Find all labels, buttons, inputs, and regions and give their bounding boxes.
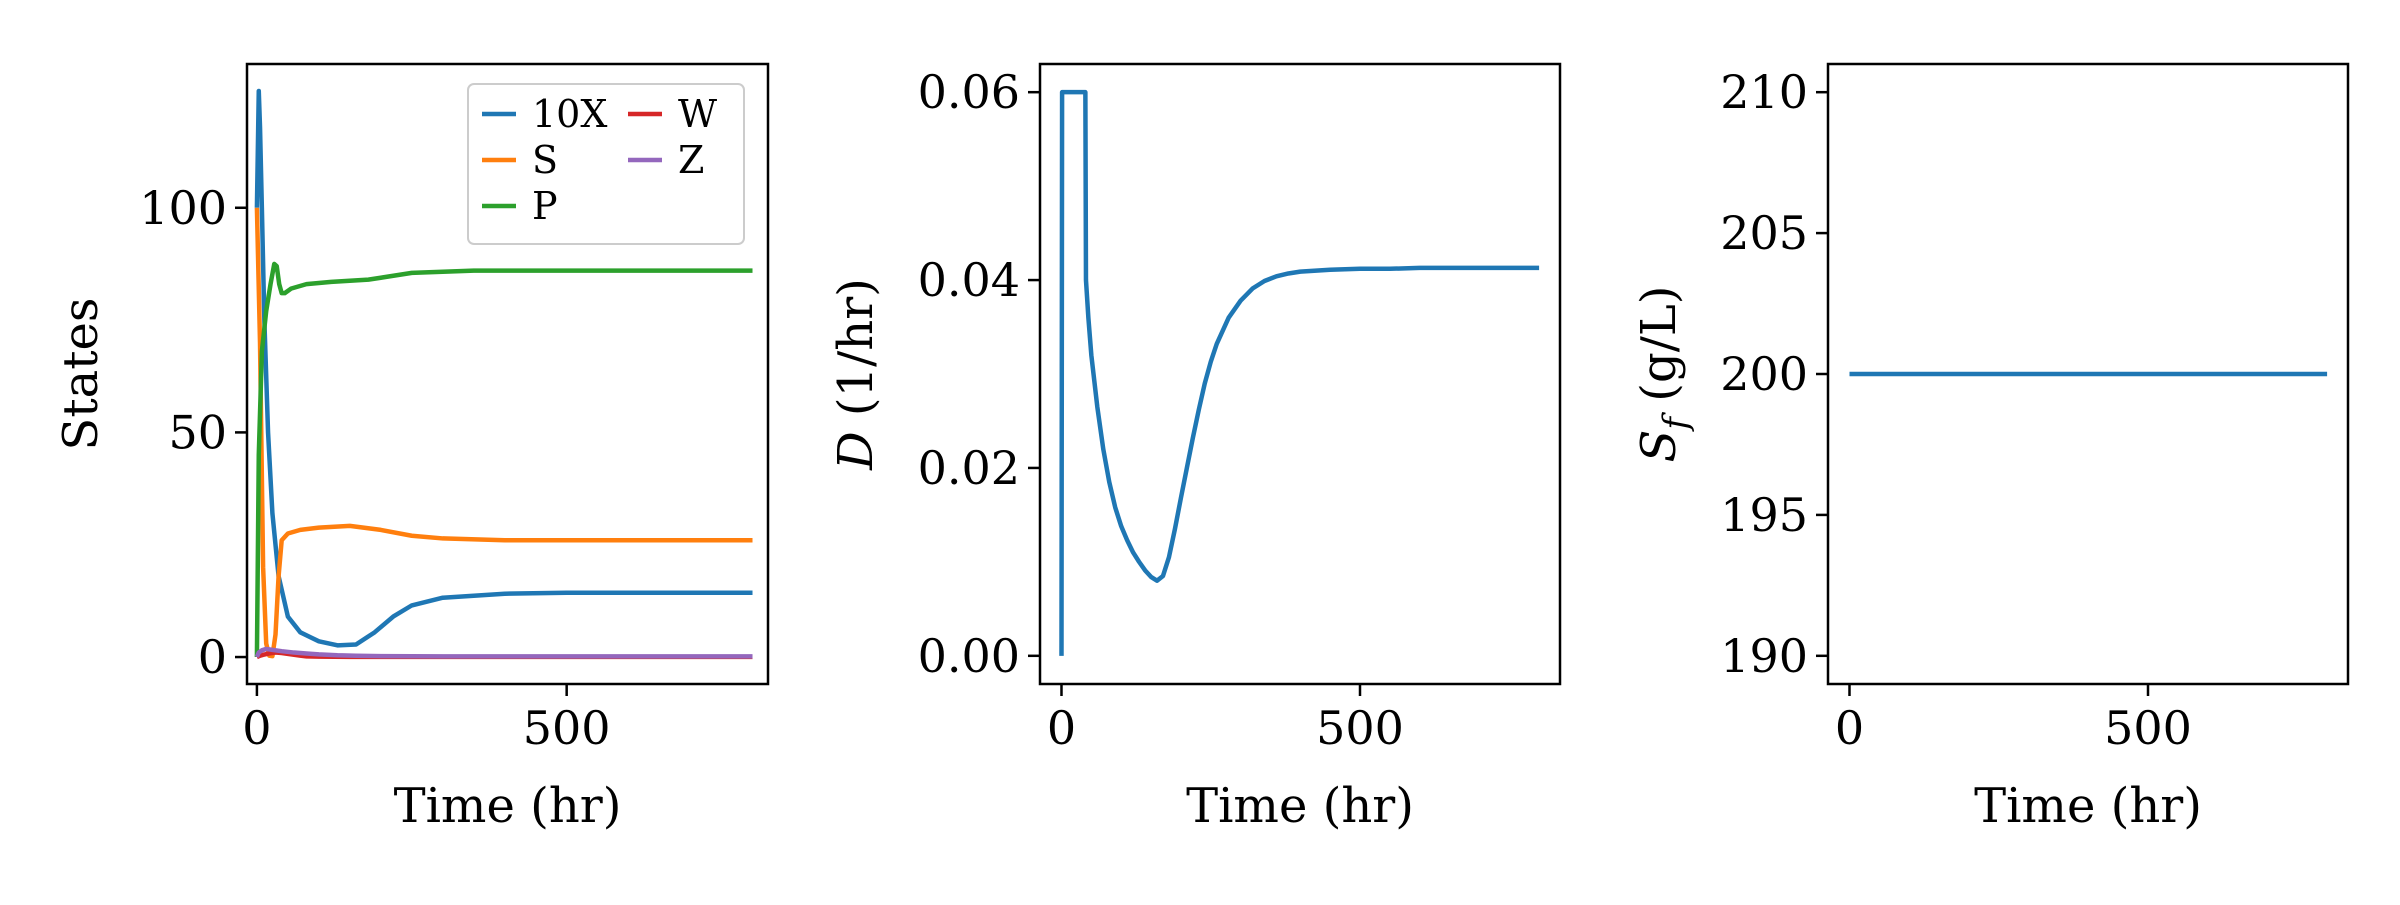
axes-frame [1038, 62, 1562, 686]
subplot-3: 0 500 190 195 200 205 210 Time (hr) Sf (g/L) [1631, 62, 2350, 834]
x-tick-label: 500 [523, 701, 611, 755]
y-tick-label: 205 [1720, 206, 1808, 260]
x-tick-label: 500 [1316, 701, 1404, 755]
x-axis-label: Time (hr) [1186, 778, 1414, 834]
y-tick-label: 195 [1720, 488, 1808, 542]
x-tick-label: 0 [242, 701, 271, 755]
legend-label-10x: 10X [532, 92, 607, 136]
x-tick-label: 0 [1047, 701, 1076, 755]
y-tick-label: 0.00 [918, 629, 1020, 683]
y-axis-label: States [53, 297, 109, 450]
legend-label-w: W [678, 92, 717, 136]
series-line-z-subplot-1 [254, 646, 753, 659]
series-line-10x-subplot-1 [254, 88, 753, 648]
series-line-s-subplot-1 [254, 207, 753, 659]
x-tick-label: 0 [1835, 701, 1864, 755]
legend-label-p: P [532, 184, 558, 228]
y-tick-label: 100 [139, 181, 227, 235]
legend-frame [467, 83, 745, 245]
axes-frame [245, 62, 770, 686]
y-tick-label: 200 [1720, 347, 1808, 401]
y-axis-label: Sf (g/L) [1631, 286, 1696, 463]
x-axis-label: Time (hr) [394, 778, 622, 834]
series-line-1-subplot-2 [1059, 89, 1540, 656]
x-axis-label: Time (hr) [1974, 778, 2202, 834]
subplot-2: 0 500 0.00 0.02 0.04 0.06 Time (hr) D (1/hr) [828, 62, 1562, 834]
y-axis-label: D (1/hr) [828, 278, 884, 471]
y-tick-label: 50 [168, 405, 227, 459]
y-tick-label: 0.04 [918, 253, 1020, 307]
series-line-p-subplot-1 [254, 261, 753, 658]
y-tick-label: 0 [198, 630, 227, 684]
legend-label-s: S [532, 138, 558, 182]
y-tick-label: 190 [1720, 629, 1808, 683]
x-tick-label: 500 [2104, 701, 2192, 755]
y-tick-label: 0.02 [918, 441, 1020, 495]
y-tick-label: 210 [1720, 65, 1808, 119]
y-tick-label: 0.06 [918, 65, 1020, 119]
legend-label-z: Z [678, 138, 704, 182]
